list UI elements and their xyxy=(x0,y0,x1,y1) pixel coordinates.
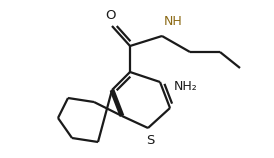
Text: NH₂: NH₂ xyxy=(174,79,198,92)
Text: S: S xyxy=(146,134,154,147)
Text: O: O xyxy=(105,9,115,22)
Text: NH: NH xyxy=(164,15,183,28)
